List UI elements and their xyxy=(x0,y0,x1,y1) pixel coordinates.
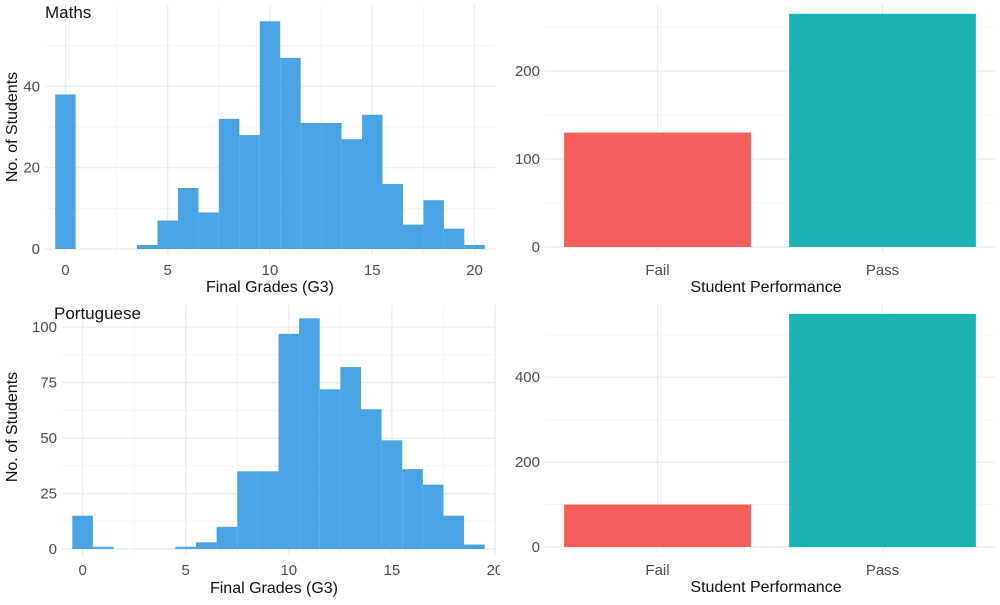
maths-hist-y-axis-label: No. of Students xyxy=(4,72,21,182)
maths-hist-x-tick-label: 5 xyxy=(164,262,172,279)
port-perf-x-tick-label: Pass xyxy=(866,562,899,579)
maths-hist-bar xyxy=(259,21,281,250)
port-hist-y-tick-label: 25 xyxy=(40,486,57,503)
port-hist-bar xyxy=(237,471,258,549)
portuguese-histogram-panel: 0 25 50 75 100 0 5 10 15 20 Final Grades (G3) No. o… xyxy=(0,300,503,600)
maths-hist-bar xyxy=(137,244,158,249)
maths-perf-x-axis-label: Student Performance xyxy=(690,279,841,296)
maths-hist-bar xyxy=(157,220,178,249)
maths-perf-x-tick-label: Pass xyxy=(866,262,899,279)
port-hist-y-tick-label: 50 xyxy=(40,430,57,447)
port-hist-bar xyxy=(319,389,341,549)
maths-hist-bar xyxy=(218,118,240,249)
port-hist-y-tick-label: 0 xyxy=(49,541,57,558)
port-hist-x-tick-label: 0 xyxy=(78,562,86,579)
maths-performance-chart: 0 100 200 Fail Pass Student Performance xyxy=(515,5,995,296)
port-hist-bar xyxy=(422,484,444,549)
maths-perf-y-tick-label: 200 xyxy=(515,63,540,80)
port-perf-y-tick-label: 400 xyxy=(515,369,540,386)
maths-hist-bar xyxy=(55,94,76,249)
maths-perf-bar-pass xyxy=(789,13,976,247)
port-hist-title: Portuguese xyxy=(54,304,141,323)
maths-hist-bar xyxy=(198,212,219,249)
maths-hist-bar xyxy=(341,139,363,249)
maths-perf-y-tick-label: 0 xyxy=(532,239,540,256)
maths-hist-bar xyxy=(362,114,383,249)
port-hist-x-tick-label: 10 xyxy=(280,562,297,579)
port-hist-bar xyxy=(92,546,114,549)
port-hist-bar xyxy=(299,318,320,549)
portuguese-performance-panel: 0 200 400 Fail Pass Student Performance xyxy=(500,300,1000,600)
portuguese-performance-chart: 0 200 400 Fail Pass Student Performance xyxy=(515,305,995,596)
port-perf-y-tick-label: 0 xyxy=(532,539,540,556)
port-perf-x-axis-label: Student Performance xyxy=(690,579,841,596)
maths-hist-bar xyxy=(402,224,424,249)
port-hist-bar xyxy=(443,515,465,549)
port-hist-bar xyxy=(72,515,93,549)
port-perf-bar-pass xyxy=(789,313,976,547)
port-hist-y-axis-label: No. of Students xyxy=(4,372,21,482)
maths-hist-y-tick-label: 0 xyxy=(32,241,40,258)
port-hist-bar xyxy=(402,469,423,549)
port-hist-bar xyxy=(464,544,485,549)
port-hist-x-tick-label: 5 xyxy=(182,562,190,579)
port-hist-bar xyxy=(175,546,197,549)
maths-hist-title: Maths xyxy=(45,3,91,22)
port-hist-bar xyxy=(196,542,217,549)
port-hist-bar xyxy=(360,409,382,549)
port-perf-y-tick-label: 200 xyxy=(515,454,540,471)
maths-hist-x-tick-label: 15 xyxy=(364,262,381,279)
portuguese-histogram-chart: 0 25 50 75 100 0 5 10 15 20 Final Grades (G3) No. o… xyxy=(4,304,503,597)
maths-perf-y-tick-label: 100 xyxy=(515,151,540,168)
maths-hist-x-axis-label: Final Grades (G3) xyxy=(206,279,334,296)
maths-performance-panel: 0 100 200 Fail Pass Student Performance xyxy=(500,0,1000,300)
maths-hist-bar xyxy=(321,122,342,249)
maths-hist-bar xyxy=(443,228,465,249)
maths-perf-bar-fail xyxy=(564,132,751,247)
port-hist-y-tick-label: 75 xyxy=(40,375,57,392)
port-hist-bar xyxy=(257,471,279,549)
maths-hist-bar xyxy=(239,135,260,249)
port-perf-x-tick-label: Fail xyxy=(645,562,669,579)
maths-hist-y-tick-label: 20 xyxy=(23,160,40,177)
maths-hist-bar xyxy=(177,188,199,249)
maths-hist-bar xyxy=(464,244,485,249)
maths-hist-y-tick-label: 40 xyxy=(23,78,40,95)
port-hist-bar xyxy=(381,440,403,549)
maths-histogram-chart: 0 20 40 0 5 10 15 20 Final Grades (G3) No. of Stu… xyxy=(4,3,495,296)
port-hist-bar xyxy=(340,367,361,549)
port-hist-x-axis-label: Final Grades (G3) xyxy=(210,580,338,597)
maths-hist-bar xyxy=(300,122,322,249)
maths-hist-bar xyxy=(382,183,403,249)
maths-hist-x-tick-label: 10 xyxy=(262,262,279,279)
maths-hist-x-tick-label: 0 xyxy=(61,262,69,279)
port-hist-y-tick-label: 100 xyxy=(32,319,57,336)
maths-histogram-panel: 0 20 40 0 5 10 15 20 Final Grades (G3) No. of Stu… xyxy=(0,0,500,300)
maths-perf-x-tick-label: Fail xyxy=(645,262,669,279)
maths-hist-bar xyxy=(423,200,444,249)
port-hist-x-tick-label: 15 xyxy=(384,562,401,579)
port-hist-x-tick-label: 20 xyxy=(487,562,500,579)
maths-hist-bar xyxy=(280,57,301,249)
port-hist-bar xyxy=(216,526,238,549)
port-perf-bar-fail xyxy=(564,504,751,547)
maths-hist-x-tick-label: 20 xyxy=(466,262,483,279)
port-hist-bar xyxy=(278,333,300,549)
